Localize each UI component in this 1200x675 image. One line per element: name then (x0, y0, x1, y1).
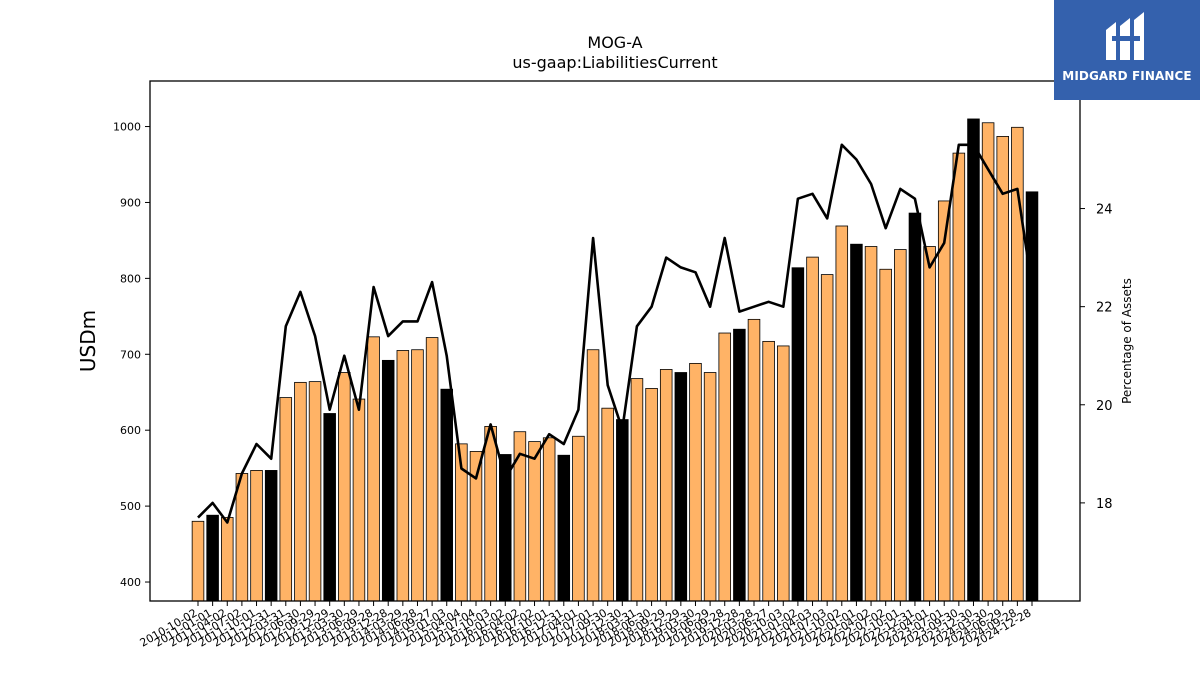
bar (937, 200, 951, 602)
bar (806, 256, 819, 602)
bar (250, 470, 263, 602)
bar (996, 136, 1009, 602)
bar (557, 454, 571, 602)
bar (425, 337, 439, 602)
bar (762, 340, 775, 602)
chart-title: MOG-A (587, 33, 642, 52)
bar (733, 328, 746, 602)
bar (542, 437, 556, 602)
y2-axis-label: Percentage of Assets (1120, 278, 1134, 404)
y-tick-label: 500 (120, 500, 141, 513)
bar (264, 470, 278, 602)
bar (659, 369, 673, 602)
bar (381, 359, 395, 602)
bar (572, 435, 585, 602)
bar (528, 441, 541, 602)
brand-name: MIDGARD FINANCE (1062, 69, 1192, 83)
bar (440, 388, 453, 602)
bar (879, 268, 892, 602)
y2-tick-label: 22 (1096, 301, 1113, 316)
bar (396, 350, 410, 602)
y2-tick-label: 20 (1096, 399, 1113, 414)
bar (484, 426, 497, 602)
y-tick-label: 400 (120, 576, 141, 589)
bar (747, 318, 761, 602)
bar (967, 118, 980, 602)
bar (908, 212, 922, 602)
bar (352, 398, 366, 602)
bar (894, 249, 907, 602)
bar (777, 345, 790, 602)
y-tick-label: 600 (120, 424, 141, 437)
y2-tick-label: 18 (1096, 497, 1113, 512)
bar (689, 362, 702, 602)
series-line (197, 143, 1034, 524)
bar (513, 431, 527, 602)
bar (601, 407, 614, 602)
bar (1011, 126, 1024, 602)
bar (586, 349, 600, 602)
bar (323, 413, 336, 602)
bar (791, 267, 805, 602)
bar (616, 419, 629, 602)
bar (279, 397, 293, 602)
bar (308, 381, 322, 602)
brand-logo: MIDGARD FINANCE (1054, 0, 1200, 100)
axes-group: 4005006007008009001000182022242010-10-02… (113, 80, 1113, 650)
line-group (197, 143, 1034, 524)
bar (294, 381, 307, 602)
chart-subtitle: us-gaap:LiabilitiesCurrent (512, 53, 717, 72)
bars-group (191, 118, 1039, 602)
bar (850, 243, 863, 602)
bar (630, 378, 644, 602)
bar (206, 514, 219, 602)
bar (923, 246, 936, 602)
y-axis-label: USDm (76, 310, 100, 372)
bar (864, 246, 878, 602)
bar (820, 274, 834, 602)
bar (718, 332, 731, 602)
bar (235, 473, 249, 602)
y2-tick-label: 24 (1096, 203, 1113, 218)
y-tick-label: 800 (120, 272, 141, 285)
bar (221, 517, 234, 602)
bar (645, 388, 658, 602)
plot-frame (149, 80, 1081, 602)
brand-mark-icon (1106, 12, 1144, 60)
bar (981, 122, 995, 602)
bar (835, 225, 849, 602)
bar (674, 372, 688, 602)
bar (338, 372, 351, 602)
bar (703, 372, 717, 602)
bar (191, 520, 205, 602)
y-tick-label: 900 (120, 196, 141, 209)
y-tick-label: 700 (120, 348, 141, 361)
bar (367, 336, 380, 602)
bar (411, 349, 424, 602)
bar (952, 152, 966, 602)
y-tick-label: 1000 (113, 121, 141, 134)
